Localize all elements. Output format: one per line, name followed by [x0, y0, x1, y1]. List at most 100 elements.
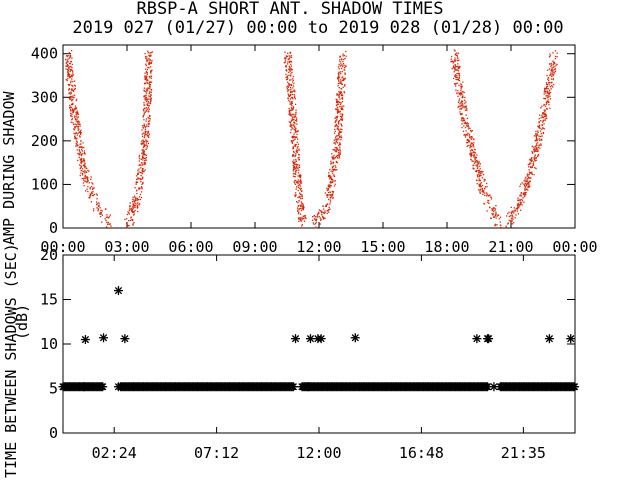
amp-point	[294, 194, 296, 196]
amp-point	[148, 136, 150, 139]
amp-point	[291, 93, 294, 96]
amp-point	[291, 119, 293, 121]
amp-point	[293, 168, 295, 170]
amp-point	[336, 147, 338, 150]
amp-point	[297, 130, 299, 132]
amp-point	[150, 91, 152, 93]
amp-point	[330, 177, 333, 180]
amp-point	[330, 170, 332, 172]
amp-point	[126, 227, 129, 229]
amp-point	[290, 68, 292, 70]
amp-point	[77, 112, 79, 114]
amp-point	[460, 88, 462, 90]
amp-point	[134, 196, 136, 199]
amp-point	[144, 131, 146, 134]
amp-point	[76, 117, 78, 119]
amp-point	[70, 95, 72, 98]
amp-point	[340, 118, 342, 121]
amp-point	[141, 177, 144, 180]
amp-point	[289, 112, 291, 114]
amp-point	[292, 75, 295, 78]
amp-point	[143, 150, 146, 153]
amp-point	[301, 217, 303, 219]
amp-point	[147, 82, 149, 85]
amp-point	[484, 186, 487, 188]
amp-point	[340, 136, 343, 139]
amp-point	[288, 84, 291, 86]
amp-point	[543, 109, 545, 111]
amp-point	[521, 198, 523, 201]
amp-point	[140, 143, 142, 145]
amp-point	[146, 60, 148, 63]
amp-point	[545, 103, 547, 106]
amp-point	[145, 148, 147, 150]
amp-point	[96, 203, 98, 205]
amp-point	[145, 120, 147, 122]
amp-point	[513, 207, 515, 209]
amp-point	[531, 166, 533, 168]
amp-point	[513, 212, 515, 214]
amp-point	[511, 210, 514, 212]
amp-point	[553, 61, 555, 63]
amp-point	[314, 223, 317, 225]
amp-point	[471, 149, 473, 151]
amp-point	[87, 186, 89, 188]
amp-point	[143, 153, 145, 155]
amp-point	[138, 187, 140, 189]
amp-point	[69, 76, 71, 79]
amp-point	[125, 218, 128, 220]
amp-point	[138, 204, 140, 206]
amp-point	[328, 184, 330, 186]
amp-point	[74, 88, 76, 91]
amp-point	[510, 211, 512, 213]
amp-point	[149, 88, 151, 90]
amp-point	[150, 89, 152, 91]
amp-point	[479, 163, 482, 165]
time-ylabel: TIME BETWEEN SHADOWS (SEC)	[2, 243, 20, 478]
amp-point	[526, 180, 529, 182]
amp-point	[457, 95, 459, 97]
amp-point	[546, 100, 549, 102]
amp-point	[302, 217, 304, 220]
amp-point	[149, 84, 151, 87]
amp-point	[296, 131, 298, 133]
time-y-tick-label: 15	[40, 291, 58, 309]
amp-point	[338, 95, 340, 97]
amp-point	[290, 56, 293, 58]
amp-point	[143, 96, 145, 98]
amp-point	[477, 166, 479, 168]
amp-point	[338, 144, 340, 146]
amp-point	[144, 153, 146, 156]
amp-point	[146, 131, 148, 133]
amp-point	[294, 166, 296, 169]
amp-point	[471, 149, 474, 152]
amp-point	[148, 105, 150, 107]
amp-point	[331, 156, 333, 159]
amp-point	[136, 198, 139, 200]
amp-point	[461, 91, 463, 93]
amp-point	[142, 142, 144, 144]
amp-point	[458, 73, 460, 75]
amp-point	[69, 69, 72, 71]
baseline-marker	[98, 382, 108, 392]
amp-point	[476, 165, 478, 167]
amp-point	[462, 106, 464, 109]
amp-point	[510, 218, 513, 220]
amp-point	[149, 76, 151, 79]
amp-point	[512, 216, 514, 218]
amp-point	[332, 161, 335, 164]
amp-point	[144, 78, 147, 80]
amp-point	[338, 123, 340, 125]
amp-point	[146, 58, 148, 60]
amp-point	[481, 172, 483, 174]
amp-point	[106, 216, 109, 218]
amp-point	[78, 122, 80, 124]
amp-point	[86, 176, 88, 178]
amp-point	[541, 128, 543, 131]
amp-point	[341, 97, 343, 100]
amp-point	[527, 176, 530, 178]
amp-point	[144, 78, 146, 81]
amp-point	[479, 191, 481, 193]
amp-point	[336, 161, 339, 164]
amp-point	[74, 118, 77, 120]
